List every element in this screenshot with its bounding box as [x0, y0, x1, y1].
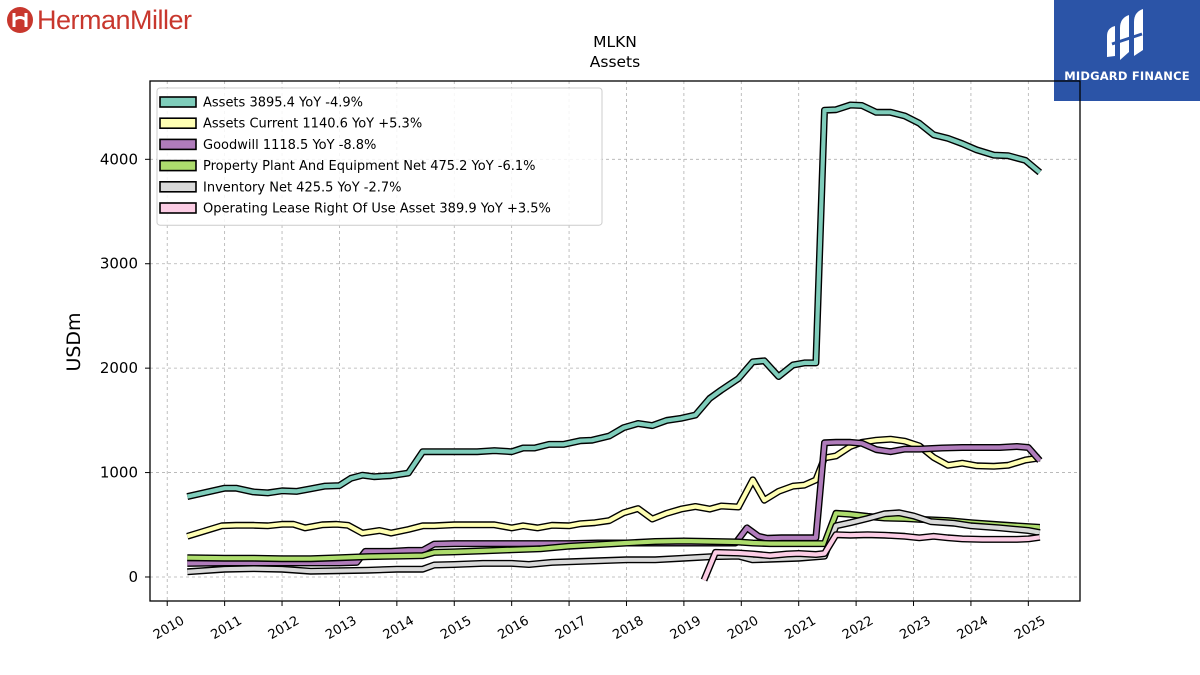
series-assets-current [186, 435, 1041, 540]
x-tick-label: 2022 [840, 613, 876, 643]
series-line-inventory-net [187, 510, 1041, 574]
herman-miller-logo-icon [7, 7, 33, 33]
legend-label-assets-current: Assets Current 1140.6 YoY +5.3% [203, 117, 422, 132]
chart-subtitle: Assets [590, 53, 640, 71]
legend-swatch-operating-lease-right-of-use-asset [159, 202, 197, 214]
legend-label-goodwill: Goodwill 1118.5 YoY -8.8% [203, 138, 376, 153]
herman-miller-logo: HermanMiller [6, 4, 192, 36]
x-tick-label: 2021 [783, 613, 819, 643]
x-axis-ticks: 2010 2011 2012 2013 2014 2015 2016 2017 2018 2019… [151, 601, 1048, 643]
y-tick-label: 2000 [100, 359, 138, 377]
legend-swatch-property-plant-and-equipment-net [159, 159, 197, 172]
midgard-finance-logo: MIDGARD FINANCE [1054, 0, 1200, 101]
x-tick-label: 2011 [208, 613, 244, 643]
series-lines [186, 101, 1043, 582]
legend-label-assets: Assets 3895.4 YoY -4.9% [203, 96, 363, 111]
y-tick-label: 4000 [100, 150, 138, 168]
x-tick-label: 2020 [725, 613, 761, 643]
legend: Assets 3895.4 YoY -4.9% Assets Current 11… [156, 87, 603, 226]
x-tick-label: 2019 [668, 613, 704, 643]
x-tick-label: 2014 [381, 613, 417, 643]
y-axis-ticks: 0 1000 2000 3000 4000 [100, 150, 150, 586]
x-tick-label: 2017 [553, 613, 589, 643]
x-tick-label: 2018 [610, 613, 646, 643]
legend-label-property-plant-and-equipment-net: Property Plant And Equipment Net 475.2 Y… [203, 159, 536, 174]
herman-miller-logo-text: HermanMiller [37, 4, 192, 35]
y-tick-label: 1000 [100, 464, 138, 482]
chart-title: MLKN [593, 33, 637, 51]
series-inventory-net [187, 509, 1041, 576]
series-line-assets [186, 102, 1042, 499]
legend-label-inventory-net: Inventory Net 425.5 YoY -2.7% [203, 180, 402, 195]
series-assets [186, 101, 1043, 501]
x-tick-label: 2025 [1012, 613, 1048, 643]
midgard-finance-logo-text: MIDGARD FINANCE [1064, 69, 1190, 83]
x-tick-label: 2023 [897, 613, 933, 643]
x-tick-label: 2024 [955, 613, 991, 643]
plot-frame [149, 80, 1081, 602]
series-line-property-plant-and-equipment-net [187, 511, 1040, 561]
y-tick-label: 3000 [100, 255, 138, 273]
legend-frame [156, 87, 603, 226]
midgard-finance-logo-icon [1107, 9, 1143, 60]
y-axis-label: USDm [63, 312, 85, 371]
x-tick-label: 2016 [496, 613, 532, 643]
series-operating-lease-right-of-use-asset [700, 531, 1041, 582]
series-line-operating-lease-right-of-use-asset [702, 532, 1041, 581]
legend-swatch-goodwill [159, 138, 197, 151]
y-tick-label: 0 [128, 568, 138, 586]
x-tick-label: 2013 [323, 613, 359, 643]
x-tick-label: 2010 [151, 613, 187, 643]
series-line-assets-current [186, 437, 1041, 539]
legend-label-operating-lease-right-of-use-asset: Operating Lease Right Of Use Asset 389.9… [203, 202, 551, 217]
legend-swatch-inventory-net [159, 181, 197, 193]
legend-swatch-assets [159, 96, 197, 108]
legend-swatch-assets-current [159, 117, 197, 129]
x-tick-label: 2012 [266, 613, 302, 643]
x-tick-label: 2015 [438, 613, 474, 643]
series-property-plant-and-equipment-net [187, 509, 1041, 563]
